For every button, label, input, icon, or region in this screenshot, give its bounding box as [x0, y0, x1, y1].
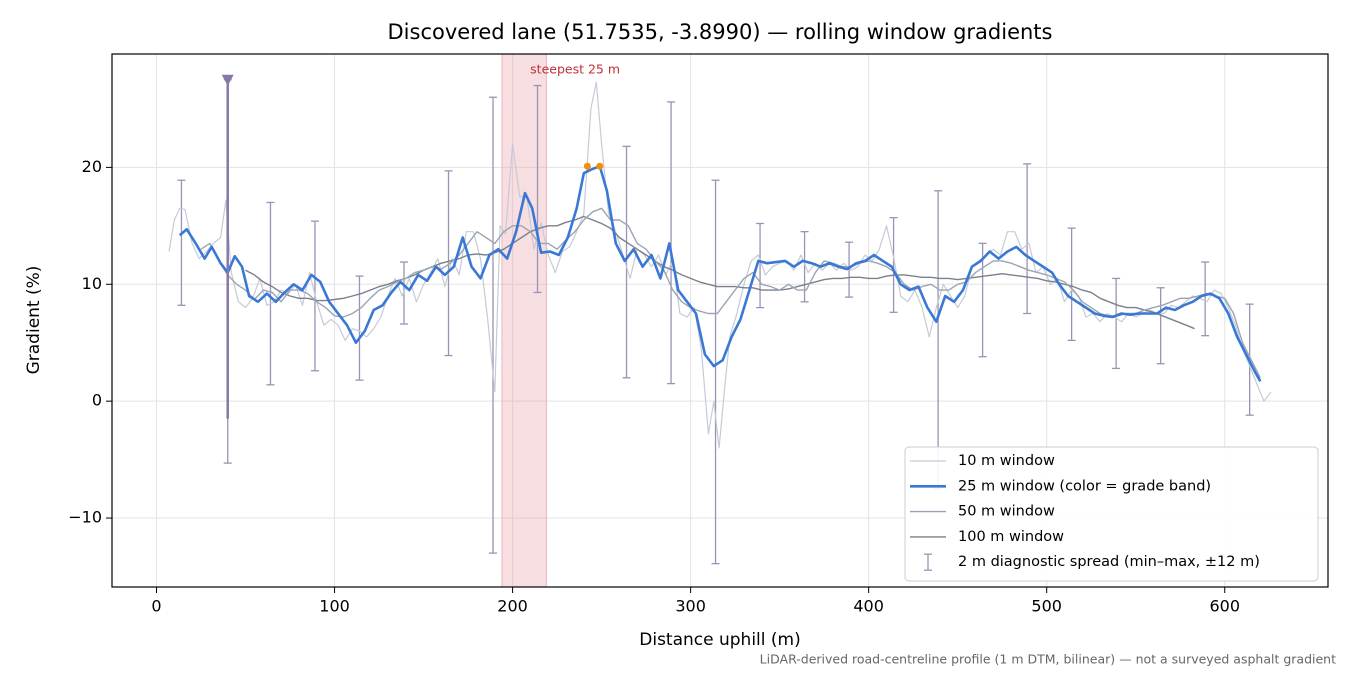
series-line — [200, 207, 1261, 379]
legend-label: 10 m window — [958, 453, 1055, 469]
y-tick-label: −10 — [68, 508, 102, 527]
error-bar — [756, 222, 765, 309]
y-tick-label: 20 — [82, 157, 102, 176]
error-bar — [266, 201, 275, 386]
error-bar — [489, 96, 498, 554]
error-bar — [1023, 163, 1032, 315]
chart-title: Discovered lane (51.7535, -3.8990) — rol… — [388, 20, 1053, 44]
x-tick-label: 100 — [319, 597, 350, 616]
plot-frame — [111, 53, 1329, 588]
footnote: LiDAR-derived road-centreline profile (1… — [760, 652, 1336, 667]
legend-label: 2 m diagnostic spread (min–max, ±12 m) — [958, 554, 1260, 570]
x-tick-label: 600 — [1209, 597, 1240, 616]
error-bar — [355, 275, 364, 381]
error-bar — [889, 216, 898, 313]
legend-box — [904, 446, 1319, 582]
x-tick-label: 400 — [853, 597, 884, 616]
error-bar — [978, 242, 987, 358]
error-bar — [667, 101, 676, 385]
y-axis-label: Gradient (%) — [24, 266, 44, 375]
error-bar — [711, 179, 720, 565]
marker-point — [221, 74, 234, 86]
x-tick-label: 0 — [151, 597, 161, 616]
error-bar — [1201, 261, 1210, 337]
highlight-label: steepest 25 m — [530, 62, 620, 77]
error-bar — [1112, 277, 1121, 370]
legend-label: 100 m window — [958, 529, 1064, 545]
error-bar — [845, 241, 854, 298]
error-bar — [533, 84, 542, 294]
series-line — [168, 81, 1272, 449]
error-bar — [1067, 227, 1076, 342]
error-bar — [622, 145, 631, 379]
x-tick-label: 200 — [497, 597, 528, 616]
error-bar — [934, 190, 943, 490]
x-axis-label: Distance uphill (m) — [639, 630, 800, 650]
error-bar — [177, 179, 186, 306]
error-bar — [1156, 287, 1165, 365]
legend-label: 25 m window (color = grade band) — [958, 478, 1211, 494]
series-line — [178, 164, 1262, 382]
y-tick-label: 10 — [82, 274, 102, 293]
highlight-span — [501, 53, 547, 588]
y-tick-label: 0 — [92, 391, 102, 410]
peak-point — [596, 162, 604, 170]
x-tick-label: 300 — [675, 597, 706, 616]
legend-label: 50 m window — [958, 504, 1055, 520]
error-bar — [800, 231, 809, 303]
peak-point — [583, 162, 591, 170]
error-bar — [444, 170, 453, 357]
x-tick-label: 500 — [1031, 597, 1062, 616]
